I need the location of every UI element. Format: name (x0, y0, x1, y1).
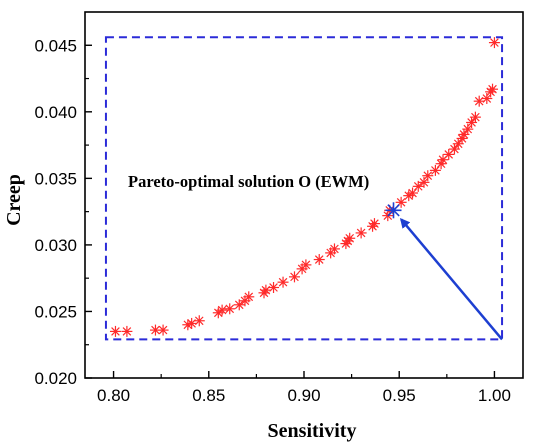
data-point (407, 187, 419, 199)
data-point (344, 232, 356, 244)
data-point (300, 259, 312, 271)
data-point (313, 254, 325, 266)
data-point (288, 271, 300, 283)
axis-ticks: 0.80 0.85 0.90 0.95 1.00 0.020 0.025 0.030 0.035… (34, 36, 511, 405)
data-point (216, 304, 228, 316)
highlight-group (385, 202, 504, 341)
y-tick-label: 0.030 (34, 236, 77, 255)
dashed-box (104, 36, 504, 341)
optimal-point-marker (385, 202, 402, 219)
y-tick-label: 0.045 (34, 36, 77, 55)
data-point (487, 83, 499, 95)
x-axis-title: Sensitivity (268, 420, 357, 442)
data-point (443, 148, 455, 160)
data-points (109, 37, 500, 337)
data-point (412, 180, 424, 192)
pointer-arrow (399, 217, 504, 341)
y-axis-title: Creep (3, 174, 25, 226)
x-tick-label: 0.80 (97, 386, 130, 405)
data-point (469, 111, 481, 123)
data-point (224, 303, 236, 315)
data-point (488, 37, 500, 49)
data-point (277, 276, 289, 288)
plot-frame (84, 11, 524, 379)
data-point (243, 291, 255, 303)
data-point (268, 281, 280, 293)
x-tick-label: 0.85 (192, 386, 225, 405)
data-point (429, 164, 441, 176)
data-point (109, 325, 121, 337)
data-point (422, 170, 434, 182)
x-tick-label: 0.95 (383, 386, 416, 405)
data-point (157, 324, 169, 336)
pareto-bounding-box (104, 36, 504, 341)
y-tick-label: 0.025 (34, 302, 77, 321)
x-tick-label: 1.00 (478, 386, 511, 405)
data-point (368, 218, 380, 230)
y-tick-label: 0.035 (34, 169, 77, 188)
data-point (448, 143, 460, 155)
data-point (260, 284, 272, 296)
data-point (121, 325, 133, 337)
data-point (473, 95, 485, 107)
data-point (193, 315, 205, 327)
x-tick-label: 0.90 (287, 386, 320, 405)
data-point (186, 317, 198, 329)
data-point (328, 243, 340, 255)
y-tick-label: 0.040 (34, 103, 77, 122)
y-tick-label: 0.020 (34, 369, 77, 388)
data-point (355, 227, 367, 239)
plot-area-border (84, 11, 524, 379)
data-point (481, 93, 493, 105)
data-point (233, 299, 245, 311)
annotation-label: Pareto-optimal solution O (EWM) (128, 172, 369, 191)
data-point (395, 196, 407, 208)
